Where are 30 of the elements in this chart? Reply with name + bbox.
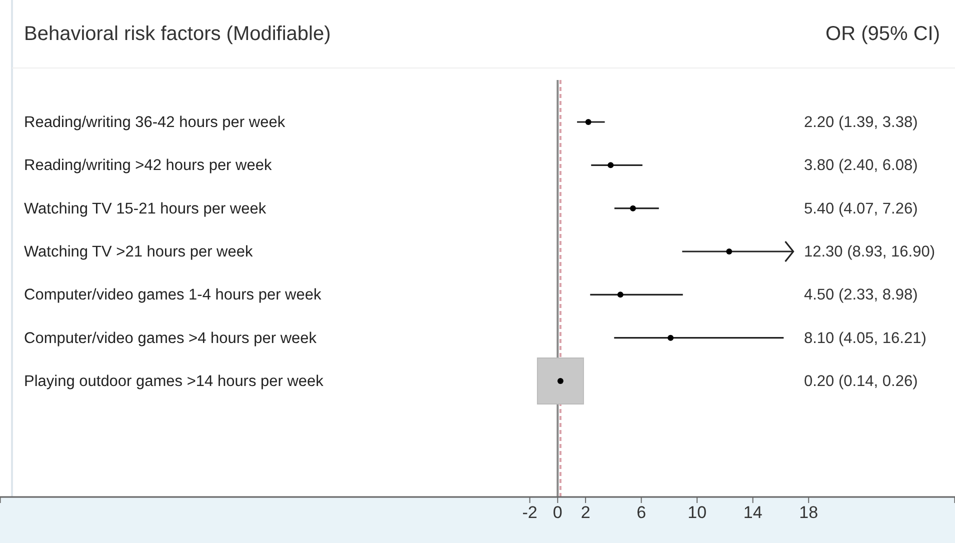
y-tick-label: Watching TV 15-21 hours per week bbox=[24, 200, 266, 218]
chart-title: Behavioral risk factors (Modifiable) bbox=[24, 23, 331, 45]
annotation: 0.20 (0.14, 0.26) bbox=[804, 373, 918, 390]
annotation: 4.50 (2.33, 8.98) bbox=[804, 286, 918, 304]
y-tick-label: Reading/writing 36-42 hours per week bbox=[24, 114, 286, 131]
x-tick-label: 2 bbox=[580, 503, 590, 522]
x-tick-label: 14 bbox=[743, 503, 762, 522]
point bbox=[630, 205, 636, 212]
x-tick-label: 18 bbox=[799, 503, 818, 522]
x-tick-label: 0 bbox=[552, 503, 562, 522]
y-tick-label: Computer/video games >4 hours per week bbox=[24, 330, 317, 347]
annotation: 12.30 (8.93, 16.90) bbox=[804, 244, 935, 260]
point bbox=[608, 162, 614, 168]
y-tick-label: Watching TV >21 hours per week bbox=[24, 244, 253, 260]
x-tick-label: 6 bbox=[636, 503, 646, 522]
x-tick-label: 10 bbox=[688, 503, 707, 522]
point bbox=[726, 248, 732, 254]
point bbox=[557, 378, 564, 384]
y-tick-label: Playing outdoor games >14 hours per week bbox=[24, 373, 324, 390]
y-tick-label: Computer/video games 1-4 hours per week bbox=[24, 286, 322, 304]
y-tick-label: Reading/writing >42 hours per week bbox=[24, 157, 272, 174]
point bbox=[585, 119, 592, 125]
annotation: 8.10 (4.05, 16.21) bbox=[804, 330, 926, 347]
x-tick-label: -2 bbox=[522, 503, 538, 522]
annotation: 5.40 (4.07, 7.26) bbox=[804, 200, 918, 218]
point bbox=[617, 292, 624, 298]
annotation: 3.80 (2.40, 6.08) bbox=[804, 157, 918, 174]
annotation: 2.20 (1.39, 3.38) bbox=[804, 114, 918, 131]
point bbox=[668, 334, 674, 341]
text: OR (95% CI) bbox=[826, 23, 940, 45]
